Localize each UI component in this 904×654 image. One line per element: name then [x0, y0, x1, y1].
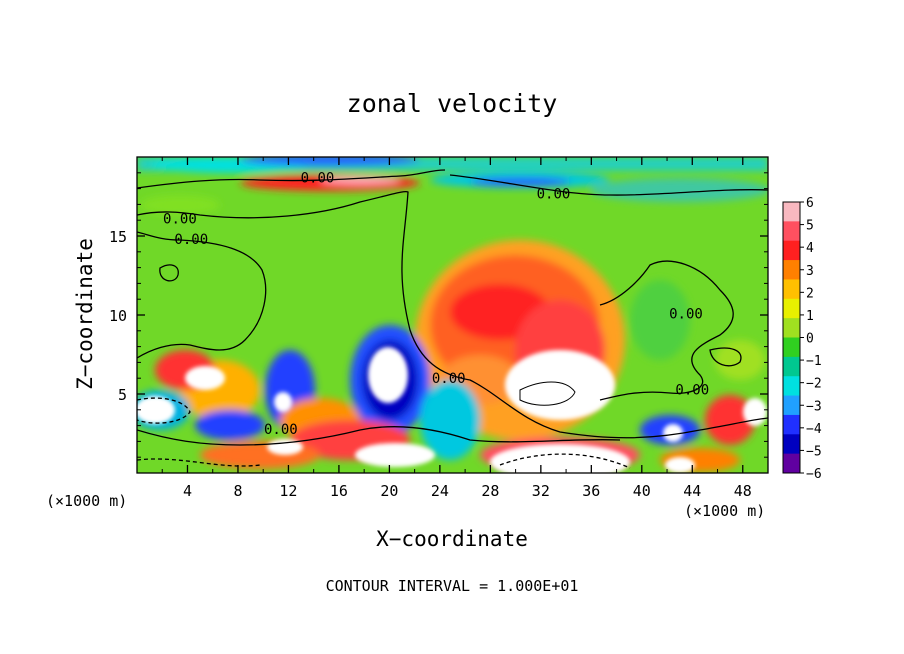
contour-interval-note: CONTOUR INTERVAL = 1.000E+01 — [326, 577, 579, 595]
x-unit-label: (×1000 m) — [46, 492, 127, 510]
x-tick-label: 36 — [582, 482, 600, 500]
colorbar-tick-label: −4 — [806, 422, 822, 437]
y-tick-label: 15 — [109, 228, 127, 246]
y-axis-label: Z−coordinate — [73, 238, 97, 390]
x-axis-label: X−coordinate — [376, 527, 528, 551]
y-tick-label: 5 — [118, 386, 127, 404]
colorbar-tick-label: 2 — [806, 286, 814, 301]
velocity-field — [137, 157, 768, 473]
colorbar-swatch — [783, 434, 800, 455]
colorbar-tick-label: −3 — [806, 399, 822, 414]
contour-label: 0.00 — [301, 171, 335, 187]
colorbar-tick-label: −6 — [806, 467, 822, 482]
colorbar-tick-label: 1 — [806, 309, 814, 324]
colorbar-swatch — [783, 240, 800, 261]
colorbar-swatch — [783, 279, 800, 300]
colorbar-swatch — [783, 260, 800, 280]
x-tick-label: 8 — [233, 482, 242, 500]
colorbar: 6 5 4 3 2 1 0 −1 −2 −3 −4 −5 −6 — [782, 196, 822, 482]
contour-label: 0.00 — [669, 306, 703, 322]
contour-label: 0.00 — [675, 382, 709, 398]
x-tick-label: 24 — [431, 482, 449, 500]
x-tick-label: 44 — [683, 482, 701, 500]
chart-title: zonal velocity — [347, 89, 558, 118]
colorbar-swatch — [783, 298, 800, 319]
colorbar-swatch — [783, 376, 800, 397]
colorbar-swatch — [783, 221, 800, 242]
colorbar-tick-label: 6 — [806, 196, 814, 211]
colorbar-tick-label: 4 — [806, 241, 814, 256]
colorbar-tick-label: 5 — [806, 219, 814, 234]
x-tick-label: 4 — [183, 482, 192, 500]
contour-labels: 0.00 0.00 0.00 0.00 0.00 0.00 0.00 0.00 — [163, 171, 709, 438]
colorbar-swatch — [783, 414, 800, 435]
colorbar-swatch — [783, 453, 800, 474]
contour-label: 0.00 — [537, 186, 571, 202]
colorbar-tick-label: −2 — [806, 377, 822, 392]
colorbar-tick-label: −1 — [806, 354, 822, 369]
z-unit-label: (×1000 m) — [684, 502, 765, 520]
contour-label: 0.00 — [432, 371, 466, 387]
x-tick-label: 16 — [330, 482, 348, 500]
x-tick-label: 40 — [633, 482, 651, 500]
contour-lines — [137, 169, 768, 469]
colorbar-swatch — [783, 356, 800, 377]
x-tick-label: 12 — [279, 482, 297, 500]
colorbar-swatch — [783, 318, 800, 338]
x-axis: 4 8 12 16 20 24 28 32 36 40 44 48 — [161, 157, 752, 500]
colorbar-tick-label: 3 — [806, 264, 814, 279]
y-axis: 5 10 15 — [109, 172, 768, 458]
contour-label: 0.00 — [264, 422, 298, 438]
x-tick-label: 20 — [380, 482, 398, 500]
colorbar-swatch — [783, 202, 800, 222]
colorbar-swatch — [783, 395, 800, 416]
x-tick-label: 28 — [481, 482, 499, 500]
colorbar-swatch — [783, 337, 800, 358]
x-tick-label: 32 — [532, 482, 550, 500]
contour-label: 0.00 — [174, 232, 208, 248]
y-tick-label: 10 — [109, 307, 127, 325]
contour-label: 0.00 — [163, 212, 197, 228]
colorbar-tick-label: 0 — [806, 332, 814, 347]
x-tick-label: 48 — [734, 482, 752, 500]
colorbar-tick-label: −5 — [806, 444, 822, 459]
